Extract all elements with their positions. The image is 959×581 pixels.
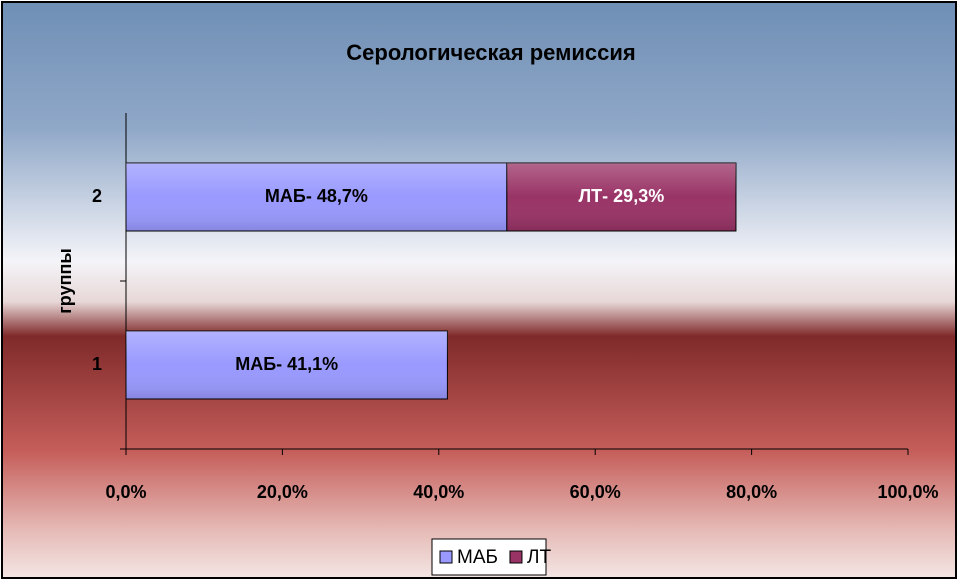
x-tick-label: 0,0% [105,482,146,502]
legend-label: ЛТ [527,547,551,568]
y-axis-label: группы [55,248,75,313]
x-tick-label: 20,0% [257,482,308,502]
bar-shade [126,163,507,231]
legend-swatch [509,550,523,564]
legend-label: МАБ [457,547,498,568]
chart-title: Серологическая ремиссия [346,40,635,65]
y-tick-label: 1 [92,354,102,374]
bar-shade [126,331,448,399]
data-label: МАБ- 41,1% [235,354,338,374]
legend-swatch [439,550,453,564]
x-tick-label: 40,0% [413,482,464,502]
x-tick-label: 100,0% [877,482,938,502]
x-tick-label: 80,0% [726,482,777,502]
data-label: ЛТ- 29,3% [579,186,665,206]
data-label: МАБ- 48,7% [265,186,368,206]
x-tick-label: 60,0% [570,482,621,502]
y-tick-label: 2 [92,186,102,206]
bar-shade [506,163,736,231]
